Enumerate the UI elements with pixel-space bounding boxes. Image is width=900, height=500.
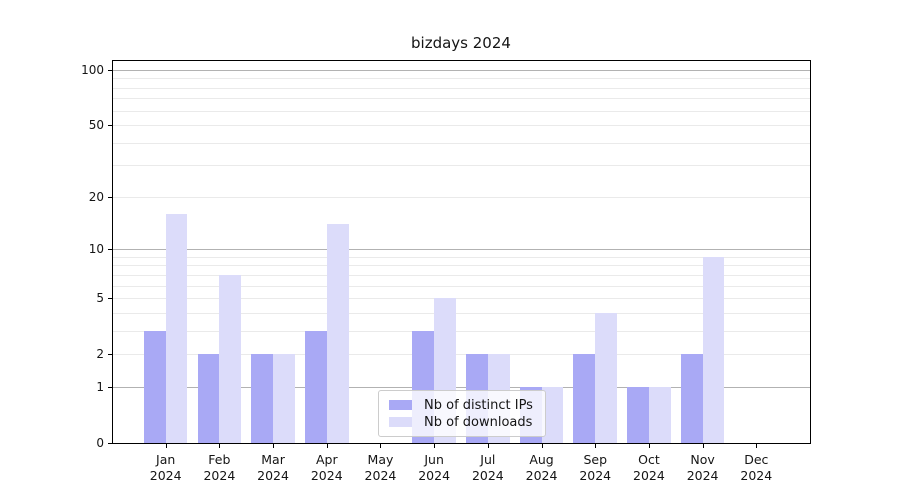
bar-downloads (326, 224, 349, 443)
bar-distinct-ips (680, 354, 703, 443)
legend-label-downloads: Nb of downloads (424, 414, 533, 430)
x-tick-label: Oct 2024 (633, 452, 665, 483)
bar-downloads (702, 256, 725, 443)
chart-title: bizdays 2024 (411, 34, 511, 52)
x-tick-mark (487, 444, 489, 448)
bar-downloads (165, 214, 188, 443)
legend-swatch-distinct-ips (389, 400, 412, 410)
y-tick-mark (108, 386, 112, 388)
y-tick-mark (108, 70, 112, 71)
y-gridline-minor (113, 110, 810, 112)
bar-distinct-ips (304, 330, 327, 443)
legend: Nb of distinct IPs Nb of downloads (378, 390, 546, 437)
y-gridline-major (113, 70, 810, 71)
y-gridline-minor (113, 98, 810, 100)
x-tick-mark (219, 444, 221, 448)
y-tick-mark (108, 443, 112, 444)
y-gridline-minor (113, 125, 810, 127)
x-tick-label: Mar 2024 (257, 452, 289, 483)
y-tick-mark (108, 298, 112, 300)
y-gridline-minor (113, 142, 810, 144)
x-tick-mark (648, 444, 650, 448)
x-tick-mark (595, 444, 597, 448)
x-tick-mark (380, 444, 382, 448)
y-gridline-minor (113, 165, 810, 167)
bar-downloads (219, 274, 242, 443)
y-tick-mark (108, 249, 112, 251)
x-tick-label: Dec 2024 (740, 452, 773, 483)
x-tick-mark (165, 444, 167, 448)
legend-label-distinct-ips: Nb of distinct IPs (424, 397, 533, 413)
bar-distinct-ips (251, 354, 274, 443)
x-tick-mark (434, 444, 436, 448)
y-tick-mark (108, 196, 112, 198)
x-tick-label: Jul 2024 (471, 452, 504, 483)
x-tick-label: May 2024 (364, 452, 397, 483)
y-tick-label: 10 (88, 242, 104, 257)
x-tick-label: Sep 2024 (579, 452, 612, 483)
legend-entry-downloads: Nb of downloads (389, 414, 535, 430)
y-tick-label: 2 (96, 347, 104, 362)
y-tick-label: 1 (96, 379, 104, 394)
legend-swatch-downloads (389, 417, 412, 427)
y-tick-label: 0 (96, 436, 104, 450)
y-gridline-minor (113, 87, 810, 89)
y-tick-label: 20 (88, 189, 104, 204)
x-tick-mark (541, 444, 543, 448)
bar-downloads (648, 386, 671, 443)
x-tick-mark (273, 444, 275, 448)
y-tick-label: 100 (81, 63, 104, 77)
x-tick-mark (756, 444, 758, 448)
y-tick-mark (108, 354, 112, 356)
bar-downloads (273, 354, 295, 443)
y-gridline-major (113, 249, 810, 251)
x-tick-label: Feb 2024 (203, 452, 236, 483)
x-tick-mark (326, 444, 328, 448)
legend-entry-distinct-ips: Nb of distinct IPs (389, 397, 535, 413)
x-tick-label: Apr 2024 (310, 452, 343, 483)
y-gridline-minor (113, 78, 810, 80)
bar-downloads (595, 312, 618, 443)
x-tick-label: Jan 2024 (149, 452, 182, 483)
bar-distinct-ips (143, 330, 166, 443)
x-tick-label: Nov 2024 (686, 452, 719, 483)
y-gridline-minor (113, 196, 810, 198)
x-tick-mark (702, 444, 704, 448)
x-tick-label: Jun 2024 (418, 452, 451, 483)
y-tick-label: 50 (88, 118, 104, 133)
bar-distinct-ips (573, 354, 596, 443)
x-tick-label: Aug 2024 (525, 452, 558, 483)
bar-distinct-ips (197, 354, 220, 443)
y-tick-mark (108, 125, 112, 127)
bar-downloads (541, 386, 564, 443)
bar-distinct-ips (627, 386, 649, 443)
y-tick-label: 5 (96, 291, 104, 306)
